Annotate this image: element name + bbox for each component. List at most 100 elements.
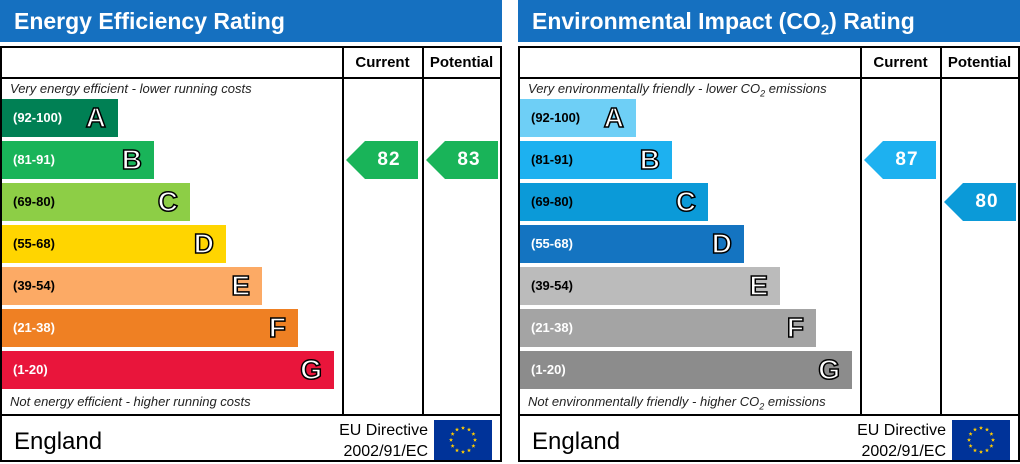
energy-band-range: (92-100) [13,110,63,125]
environment-band-range: (21-38) [531,320,573,335]
environment-current-rating-arrow: 87 [864,141,936,179]
environment-divider-potential [940,48,942,414]
environment-bottom-note-prefix: Not environmentally friendly - higher CO [528,394,760,409]
energy-top-note: Very energy efficient - lower running co… [10,81,252,96]
eu-flag-icon [434,420,492,460]
environment-top-note: Very environmentally friendly - lower CO… [528,81,827,99]
flag-star-icon [990,437,996,442]
energy-band-g: (1-20) G [2,351,334,389]
energy-bottom-note: Not energy efficient - higher running co… [10,394,251,409]
environment-directive-line2: 2002/91/EC [861,443,946,460]
flag-star-icon [972,448,978,453]
energy-efficiency-panel: Energy Efficiency Rating Current Potenti… [0,0,502,464]
environment-band-letter: C [675,185,697,218]
flag-star-icon [454,427,460,432]
flag-star-icon [454,448,460,453]
environment-band-letter: B [639,143,661,176]
energy-band-letter: D [193,227,215,260]
energy-country: England [14,428,103,455]
energy-band-letter: A [85,101,107,134]
flag-star-icon [471,431,476,436]
flag-star-icon [450,443,455,448]
energy-frame: Current Potential Very energy efficient … [0,46,502,462]
environment-country: England [532,428,621,455]
environment-col-current: Current [873,54,928,71]
energy-header-rule [2,77,500,79]
environment-directive-line1: EU Directive [857,422,946,439]
environment-frame: Current Potential Very environmentally f… [518,46,1020,462]
flag-star-icon [972,427,978,432]
environment-band-range: (81-91) [531,152,573,167]
environment-band-e: (39-54) E [520,267,780,305]
flag-star-icon [968,443,973,448]
environment-band-b: (81-91) B [520,141,672,179]
energy-footer-rule [2,414,500,416]
energy-band-range: (69-80) [13,194,55,209]
energy-divider-potential [422,48,424,414]
environment-band-letter: E [749,269,769,302]
environment-band-a: (92-100) A [520,99,636,137]
environment-band-d: (55-68) D [520,225,744,263]
energy-band-letter: E [231,269,251,302]
environment-top-note-suffix: emissions [765,81,827,96]
energy-band-range: (1-20) [13,362,48,377]
environment-top-note-prefix: Very environmentally friendly - lower CO [528,81,761,96]
flag-star-icon [984,427,990,432]
energy-band-letter: G [299,353,322,386]
energy-col-potential: Potential [429,54,494,71]
environment-bottom-note: Not environmentally friendly - higher CO… [528,394,826,412]
environment-band-g: (1-20) G [520,351,852,389]
environment-band-range: (1-20) [531,362,566,377]
environment-potential-rating-arrow: 80 [944,183,1016,221]
flag-star-icon [978,425,984,430]
environment-band-letter: D [711,227,733,260]
flag-star-icon [966,437,972,442]
environmental-impact-panel: Environmental Impact (CO2) Rating Curren… [518,0,1020,464]
energy-band-range: (81-91) [13,152,55,167]
environment-band-range: (39-54) [531,278,573,293]
environment-top-note-sub: 2 [760,88,766,99]
environment-title-sub: 2 [820,21,830,39]
energy-band-letter: C [157,185,179,218]
energy-band-b: (81-91) B [2,141,154,179]
flag-star-icon [460,425,466,430]
environment-band-range: (55-68) [531,236,573,251]
energy-col-current: Current [355,54,410,71]
energy-band-c: (69-80) C [2,183,190,221]
environment-footer-rule [520,414,1018,416]
flag-star-icon [466,427,472,432]
energy-band-f: (21-38) F [2,309,298,347]
energy-band-letter: F [268,311,287,344]
environment-title: Environmental Impact (CO2) Rating [518,0,1020,42]
eu-flag-icon [952,420,1010,460]
energy-band-d: (55-68) D [2,225,226,263]
energy-title: Energy Efficiency Rating [0,0,502,42]
environment-divider-current [860,48,862,414]
flag-star-icon [978,449,984,454]
environment-directive: EU Directive 2002/91/EC [842,420,946,462]
energy-band-range: (55-68) [13,236,55,251]
environment-band-range: (69-80) [531,194,573,209]
environment-band-letter: F [786,311,805,344]
energy-band-e: (39-54) E [2,267,262,305]
environment-title-prefix: Environmental Impact (CO [532,8,821,34]
environment-bottom-note-sub: 2 [759,401,765,412]
energy-band-letter: B [121,143,143,176]
environment-band-c: (69-80) C [520,183,708,221]
flag-star-icon [472,437,478,442]
flag-star-icon [989,443,994,448]
energy-current-rating-arrow: 82 [346,141,418,179]
flag-star-icon [968,431,973,436]
flag-star-icon [984,448,990,453]
environment-band-letter: A [603,101,625,134]
flag-star-icon [471,443,476,448]
flag-star-icon [448,437,454,442]
environment-band-range: (92-100) [531,110,581,125]
environment-band-f: (21-38) F [520,309,816,347]
environment-col-potential: Potential [947,54,1012,71]
energy-directive: EU Directive 2002/91/EC [324,420,428,462]
flag-star-icon [466,448,472,453]
energy-directive-line2: 2002/91/EC [343,443,428,460]
energy-band-a: (92-100) A [2,99,118,137]
flag-star-icon [989,431,994,436]
